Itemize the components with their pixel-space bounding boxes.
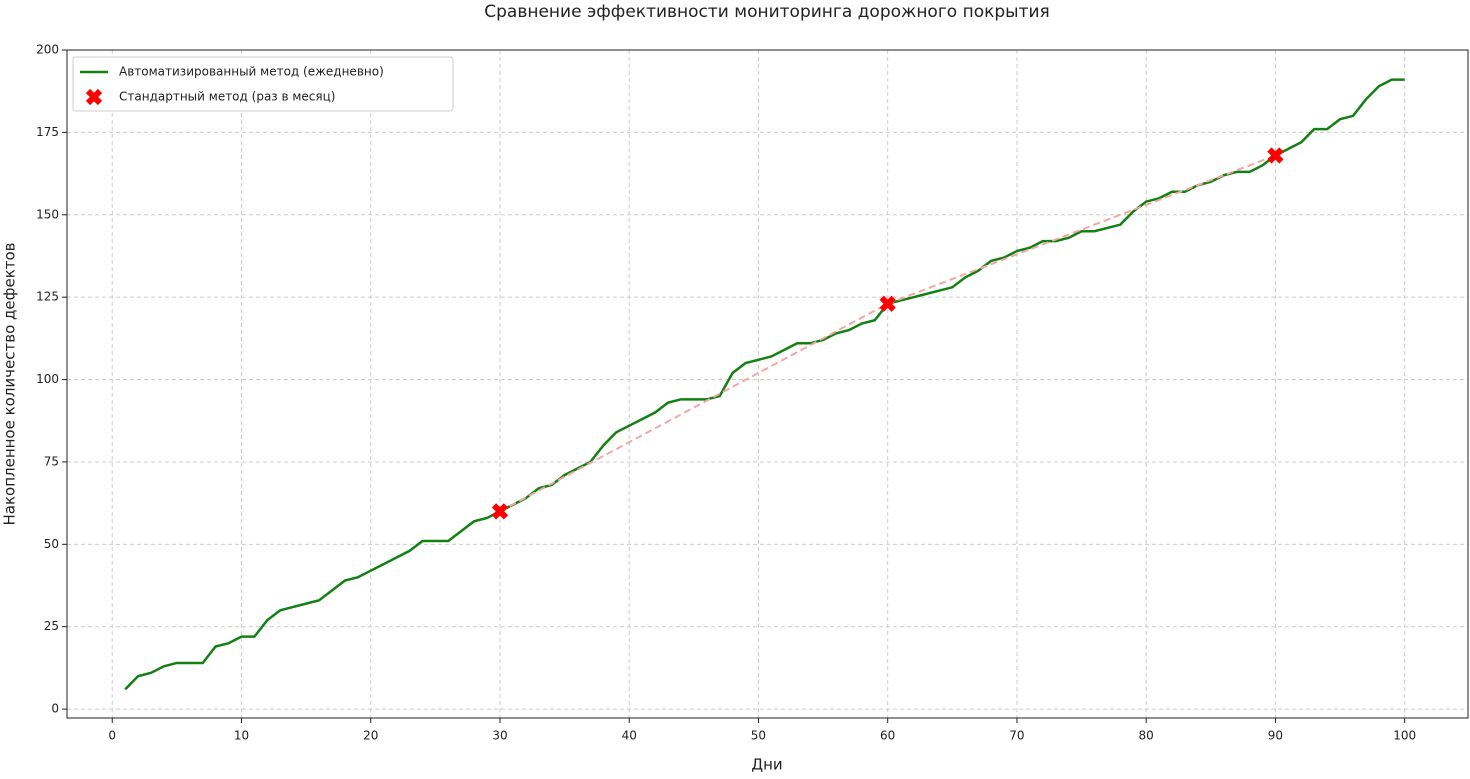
x-tick-label: 20	[363, 729, 378, 743]
y-tick-label: 75	[44, 454, 59, 468]
y-tick-label: 175	[36, 125, 59, 139]
y-tick-label: 150	[36, 207, 59, 221]
x-tick-label: 0	[108, 729, 116, 743]
x-tick-label: 90	[1268, 729, 1283, 743]
legend-label: Автоматизированный метод (ежедневно)	[119, 65, 384, 79]
plot-frame	[66, 49, 1469, 719]
y-tick-label: 125	[36, 290, 59, 304]
y-axis-label: Накопленное количество дефектов	[1, 242, 19, 525]
y-tick-label: 200	[36, 43, 59, 57]
y-tick-label: 25	[44, 619, 59, 633]
x-tick-label: 100	[1393, 729, 1416, 743]
y-tick-label: 50	[44, 537, 59, 551]
x-tick-label: 30	[492, 729, 507, 743]
data-line	[124, 78, 1405, 691]
connector-line	[499, 154, 1276, 513]
legend-box	[72, 56, 454, 112]
legend-swatch	[85, 88, 103, 106]
scatter-point	[491, 503, 509, 520]
chart-title: Сравнение эффективности мониторинга доро…	[484, 2, 1050, 22]
scatter-point	[879, 295, 896, 312]
x-tick-label: 80	[1139, 729, 1154, 743]
x-tick-label: 10	[234, 729, 249, 743]
y-tick-label: 100	[36, 372, 59, 386]
legend-label: Стандартный метод (раз в месяц)	[119, 90, 335, 104]
y-tick-label: 0	[51, 702, 59, 716]
scatter-point	[1267, 147, 1284, 164]
x-tick-label: 50	[751, 729, 766, 743]
x-tick-label: 60	[880, 729, 895, 743]
x-tick-label: 70	[1009, 729, 1024, 743]
x-axis-label: Дни	[751, 756, 782, 774]
x-tick-label: 40	[622, 729, 637, 743]
